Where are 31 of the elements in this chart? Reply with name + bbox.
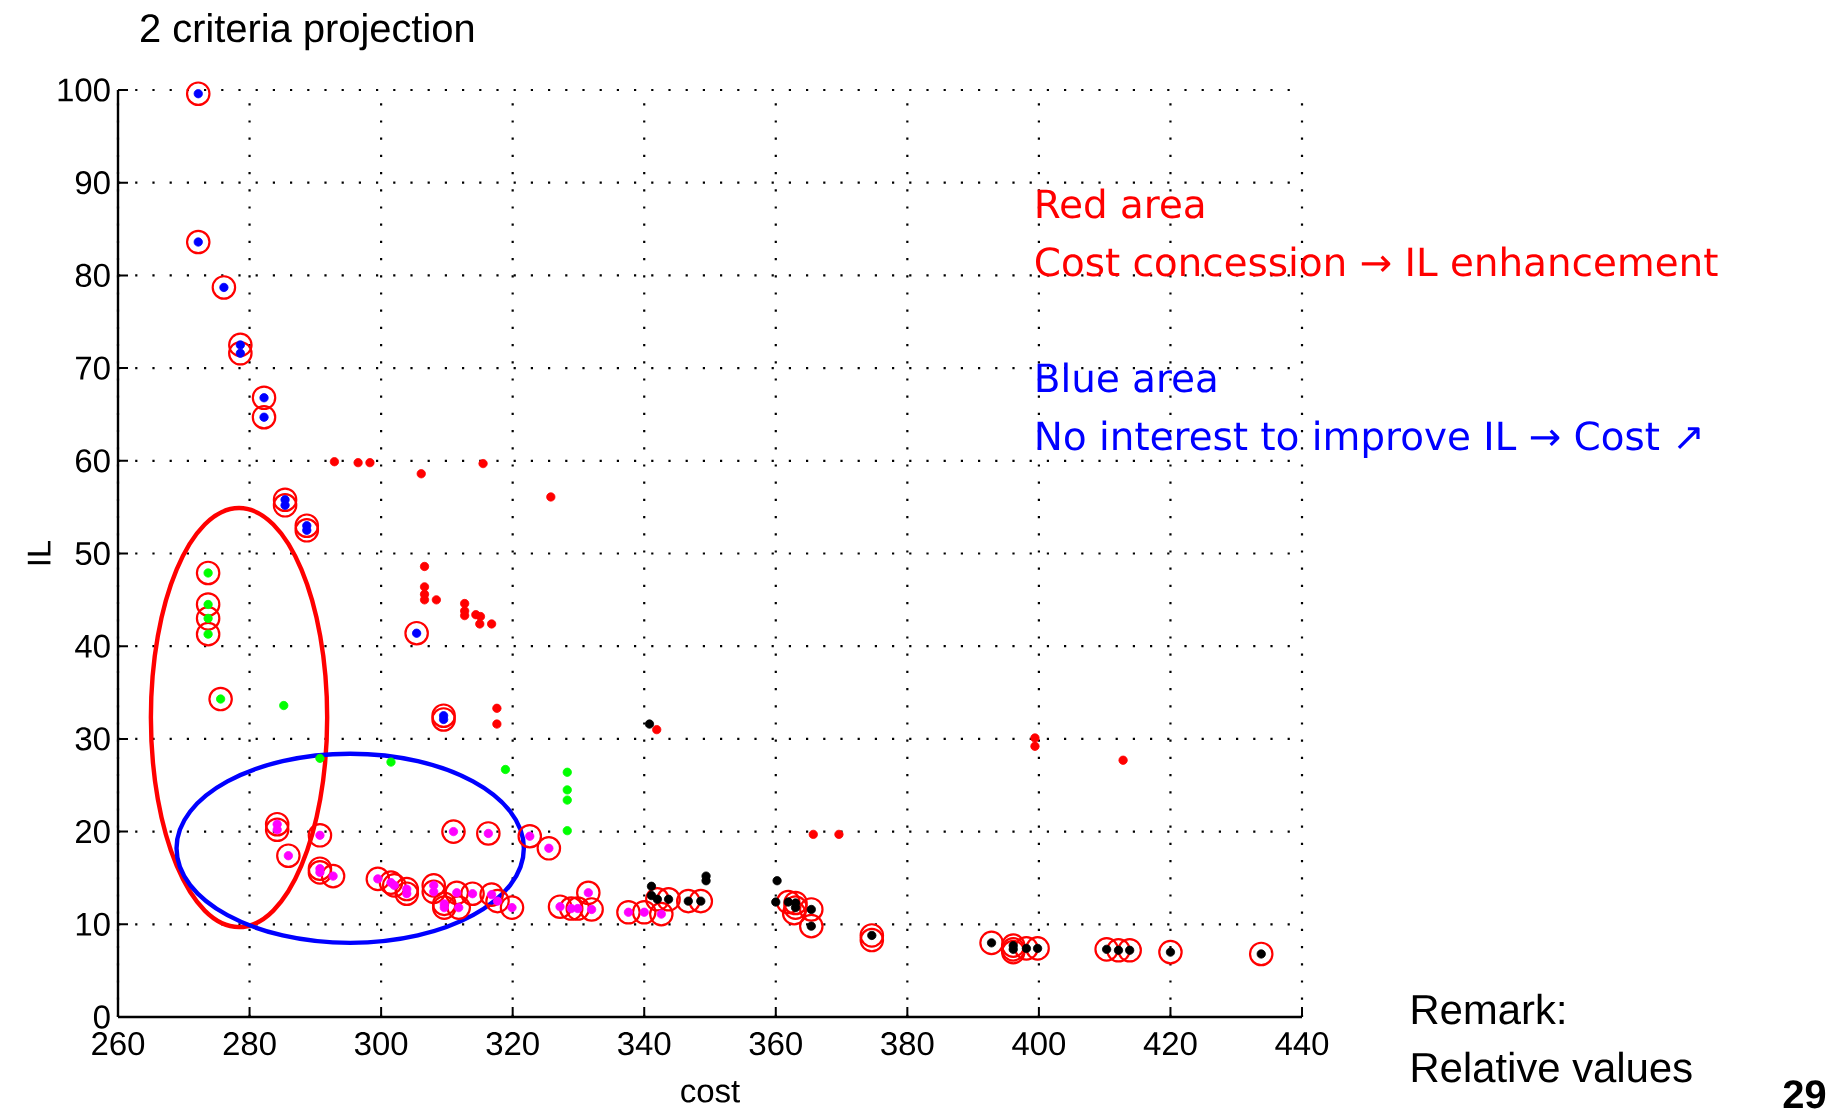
chart-title: 2 criteria projection [141,13,474,51]
y-tick-label: 100 [58,78,110,102]
x-tick-label: 260 [92,1032,145,1056]
x-tick-label: 360 [749,1032,802,1056]
y-axis-title: IL [27,540,51,565]
x-tick-label: 400 [1012,1032,1066,1056]
y-tick-label: 60 [76,449,110,473]
y-tick-label: 70 [76,356,110,380]
x-tick-label: 320 [486,1032,539,1056]
text: 29 [1783,1080,1826,1109]
annotation: Red area [1037,188,1204,219]
y-tick-label: 50 [75,541,110,566]
x-tick-label: 300 [354,1032,408,1056]
y-tick-label: 90 [75,171,110,195]
x-axis-title: cost [681,1081,740,1103]
x-tick-label: 380 [881,1032,934,1056]
annotation: Cost concession → IL enhancement [1036,246,1718,277]
x-tick-label: 420 [1143,1032,1197,1056]
annotation: Blue area [1037,362,1216,393]
annotation: No interest to improve IL → Cost ↗ [1037,420,1700,459]
text: Remark: [1412,993,1564,1025]
y-tick-label: 30 [75,727,110,751]
y-tick-label: 40 [75,634,110,658]
y-tick-label: 0 [93,1005,110,1029]
x-tick-label: 440 [1275,1032,1329,1056]
y-tick-label: 20 [76,819,110,844]
text: Relative values [1412,1051,1692,1083]
y-tick-label: 80 [75,263,110,288]
x-tick-label: 340 [618,1032,671,1056]
x-tick-label: 280 [223,1032,276,1056]
y-tick-label: 10 [76,912,110,936]
